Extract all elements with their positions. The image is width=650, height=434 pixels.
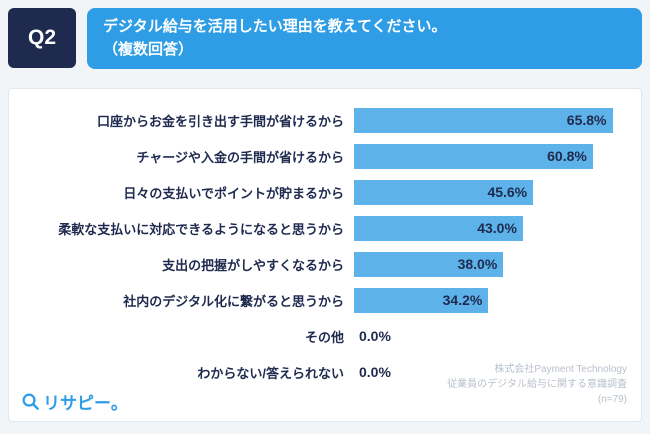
bar: 45.6% (354, 179, 534, 205)
magnifier-icon (21, 392, 40, 411)
chart-row: チャージや入金の手間が省けるから 60.8% (9, 138, 629, 174)
chart-row: その他 0.0% (9, 318, 629, 354)
bar-track: 45.6% (354, 179, 629, 205)
value-label: 45.6% (487, 184, 528, 200)
bar: 60.8% (354, 143, 593, 169)
chart-row: 口座からお金を引き出す手間が省けるから 65.8% (9, 102, 629, 138)
bar-track: 65.8% (354, 107, 629, 133)
category-label: 支出の把握がしやすくなるから (162, 257, 344, 273)
value-label: 65.8% (566, 112, 607, 128)
bar: 38.0% (354, 251, 504, 277)
bar: 65.8% (354, 107, 613, 133)
category-label: 柔軟な支払いに対応できるようになると思うから (58, 221, 344, 237)
source-credit: 株式会社Payment Technology 従業員のデジタル給与に関する意識調… (447, 362, 627, 407)
header: Q2 デジタル給与を活用したい理由を教えてください。 （複数回答） (0, 0, 650, 69)
category-label: チャージや入金の手間が省けるから (136, 149, 344, 165)
chart-row: 日々の支払いでポイントが貯まるから 45.6% (9, 174, 629, 210)
question-number-badge: Q2 (8, 8, 76, 68)
question-box: デジタル給与を活用したい理由を教えてください。 （複数回答） (87, 8, 642, 69)
bar-track: 0.0% (354, 324, 629, 349)
chart-panel: 口座からお金を引き出す手間が省けるから 65.8% チャージや入金の手間が省けるから… (8, 88, 642, 422)
bar: 43.0% (354, 215, 523, 241)
value-label: 0.0% (359, 328, 391, 344)
credit-company: 株式会社Payment Technology (494, 364, 627, 375)
bar-track: 60.8% (354, 143, 629, 169)
value-label: 0.0% (359, 364, 391, 380)
bar-track: 38.0% (354, 251, 629, 277)
category-label: わからない/答えられない (197, 365, 344, 381)
chart-row: 支出の把握がしやすくなるから 38.0% (9, 246, 629, 282)
category-label: 社内のデジタル化に繋がると思うから (123, 293, 344, 309)
category-label: 日々の支払いでポイントが貯まるから (123, 185, 344, 201)
bar: 34.2% (354, 287, 489, 313)
question-number-label: Q2 (27, 26, 56, 49)
bar-chart: 口座からお金を引き出す手間が省けるから 65.8% チャージや入金の手間が省けるから… (9, 89, 641, 390)
logo-text: リサピー。 (43, 394, 128, 413)
value-label: 38.0% (457, 256, 498, 272)
chart-row: 社内のデジタル化に繋がると思うから 34.2% (9, 282, 629, 318)
bar-track: 34.2% (354, 287, 629, 313)
chart-row: わからない/答えられない 0.0% (9, 354, 629, 390)
category-label: 口座からお金を引き出す手間が省けるから (96, 113, 344, 129)
question-text-line1: デジタル給与を活用したい理由を教えてください。 (103, 18, 447, 35)
credit-sample-size: (n=79) (597, 394, 627, 405)
question-text-line2: （複数回答） (103, 40, 194, 58)
bar-track: 43.0% (354, 215, 629, 241)
category-label: その他 (304, 329, 344, 345)
value-label: 60.8% (547, 148, 587, 164)
value-label: 34.2% (442, 292, 483, 308)
bar-track: 0.0% (354, 360, 629, 385)
value-label: 43.0% (477, 220, 517, 236)
resapi-logo: リサピー。 (21, 389, 128, 414)
chart-row: 柔軟な支払いに対応できるようになると思うから 43.0% (9, 210, 629, 246)
credit-survey-name: 従業員のデジタル給与に関する意識調査 (447, 379, 627, 390)
